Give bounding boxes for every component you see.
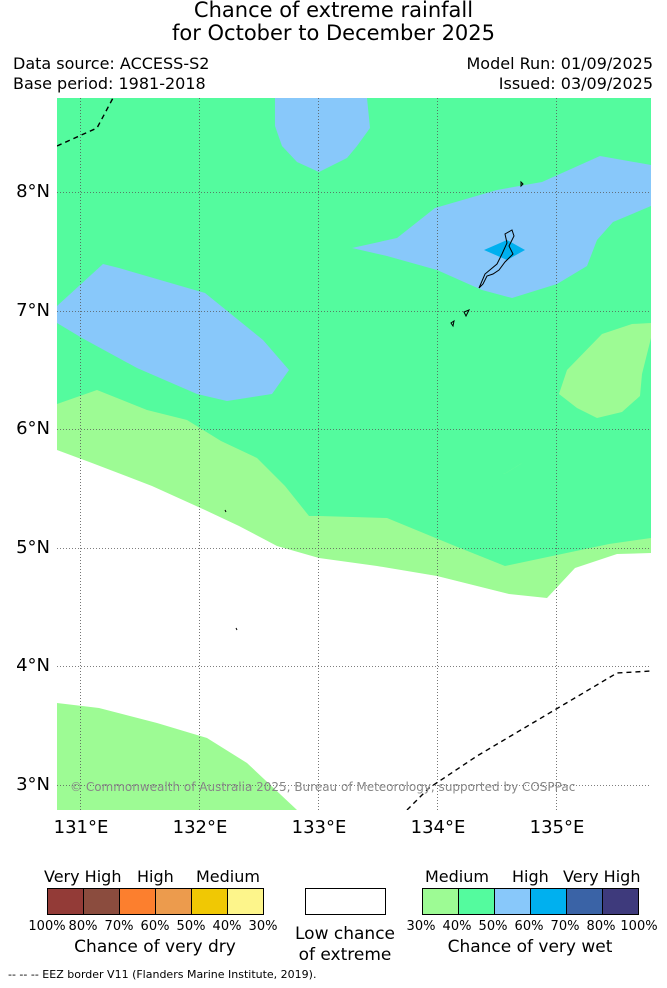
dry-heading-medium: Medium <box>196 867 260 886</box>
dry-swatch-60-70 <box>119 888 156 915</box>
low-chance-swatch <box>305 888 386 915</box>
wet-caption: Chance of very wet <box>447 937 613 957</box>
graticule <box>57 98 651 810</box>
eez-footnote: -- -- -- EEZ border V11 (Flanders Marine… <box>8 968 317 981</box>
dry-swatch-80-100 <box>47 888 84 915</box>
wet-very-high-region <box>484 240 525 260</box>
wet-swatch-50-60 <box>494 888 531 915</box>
wet-medium-region-south <box>57 703 297 810</box>
base-period-text: Base period: 1981-2018 <box>13 74 206 93</box>
wet-heading-very-high: Very High <box>563 867 641 886</box>
wet-high-region-north <box>275 98 370 172</box>
wet-swatch-80-100 <box>602 888 639 915</box>
dry-heading-very-high: Very High <box>44 867 122 886</box>
dry-pct-40: 40% <box>212 919 242 934</box>
rainfall-map <box>57 98 651 810</box>
wet-medium-region-east <box>559 323 651 418</box>
lat-label-8n: 8°N <box>16 181 50 202</box>
lon-label-135e: 135°E <box>529 817 585 838</box>
dry-caption: Chance of very dry <box>74 937 236 957</box>
lat-label-4n: 4°N <box>16 655 50 676</box>
lat-label-3n: 3°N <box>16 774 50 795</box>
dry-swatch-70-80 <box>83 888 120 915</box>
dry-pct-100: 100% <box>28 919 66 934</box>
lon-label-133e: 133°E <box>291 817 347 838</box>
map-title-line2: for October to December 2025 <box>171 21 496 45</box>
eez-border <box>57 98 651 810</box>
wet-pct-80: 80% <box>586 919 616 934</box>
wet-pct-60: 60% <box>514 919 544 934</box>
data-source-text: Data source: ACCESS-S2 <box>13 54 210 73</box>
wet-swatch-30-40 <box>422 888 459 915</box>
palau-islands <box>224 180 524 631</box>
dry-pct-30: 30% <box>248 919 278 934</box>
dry-swatch-50-60 <box>155 888 192 915</box>
wet-heading-high: High <box>512 867 549 886</box>
low-chance-caption-line1: Low chance <box>295 924 395 944</box>
wet-swatch-60-70 <box>530 888 567 915</box>
wet-swatch-40-50 <box>458 888 495 915</box>
wet-pct-70: 70% <box>550 919 580 934</box>
wet-pct-100: 100% <box>620 919 658 934</box>
issued-text: Issued: 03/09/2025 <box>498 74 653 93</box>
model-run-text: Model Run: 01/09/2025 <box>466 54 654 73</box>
dry-heading-high: High <box>137 867 174 886</box>
lat-label-7n: 7°N <box>16 300 50 321</box>
map-title-line1: Chance of extreme rainfall <box>193 0 474 22</box>
dry-pct-60: 60% <box>140 919 170 934</box>
wet-swatch-70-80 <box>566 888 603 915</box>
lon-label-131e: 131°E <box>53 817 109 838</box>
wet-pct-30: 30% <box>406 919 436 934</box>
lat-label-5n: 5°N <box>16 537 50 558</box>
wet-high-region-east <box>352 156 651 298</box>
dry-pct-50: 50% <box>176 919 206 934</box>
dry-pct-80: 80% <box>68 919 98 934</box>
wet-high-region-west <box>57 264 289 401</box>
dry-swatch-40-50 <box>191 888 228 915</box>
lon-label-134e: 134°E <box>410 817 466 838</box>
wet-pct-50: 50% <box>478 919 508 934</box>
lat-label-6n: 6°N <box>16 418 50 439</box>
wet-heading-medium: Medium <box>425 867 489 886</box>
low-chance-caption-line2: of extreme <box>298 945 392 965</box>
copyright-notice: © Commonwealth of Australia 2025, Bureau… <box>70 780 576 794</box>
dry-pct-70: 70% <box>104 919 134 934</box>
dry-swatch-30-40 <box>227 888 264 915</box>
lon-label-132e: 132°E <box>172 817 228 838</box>
wet-pct-40: 40% <box>442 919 472 934</box>
